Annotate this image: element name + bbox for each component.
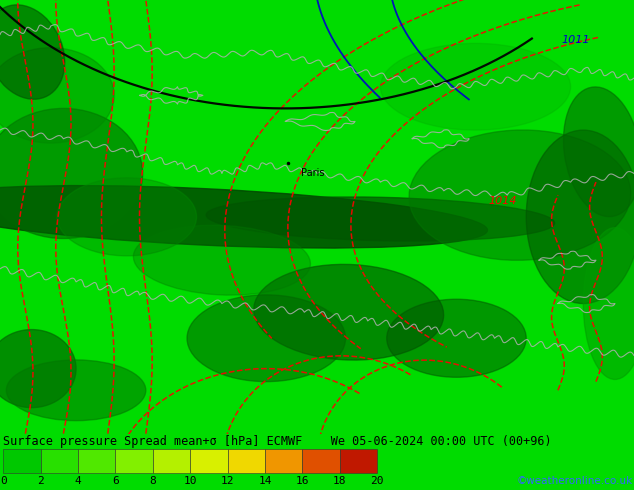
Text: 2: 2 [37,476,44,486]
Ellipse shape [133,225,311,295]
Ellipse shape [387,299,526,377]
Text: 1011: 1011 [561,35,590,46]
FancyBboxPatch shape [41,449,78,473]
Text: 12: 12 [221,476,235,486]
Text: 20: 20 [370,476,384,486]
Text: 1014: 1014 [488,196,517,206]
Text: 4: 4 [75,476,81,486]
Text: ©weatheronline.co.uk: ©weatheronline.co.uk [517,476,633,486]
FancyBboxPatch shape [302,449,340,473]
Text: 14: 14 [258,476,272,486]
FancyBboxPatch shape [340,449,377,473]
Ellipse shape [380,43,571,130]
Ellipse shape [0,48,114,143]
Ellipse shape [187,295,346,382]
FancyBboxPatch shape [115,449,153,473]
Ellipse shape [57,178,197,256]
Ellipse shape [526,130,634,304]
FancyBboxPatch shape [190,449,228,473]
Text: 16: 16 [295,476,309,486]
Ellipse shape [564,87,634,217]
Text: 0: 0 [0,476,6,486]
FancyBboxPatch shape [3,449,41,473]
FancyBboxPatch shape [228,449,265,473]
Ellipse shape [0,108,143,239]
Ellipse shape [254,265,444,360]
Ellipse shape [0,330,76,408]
Text: 18: 18 [333,476,347,486]
Ellipse shape [0,5,65,99]
FancyBboxPatch shape [78,449,115,473]
Ellipse shape [206,197,555,241]
Text: Surface pressure Spread mean+σ [hPa] ECMWF    We 05-06-2024 00:00 UTC (00+96): Surface pressure Spread mean+σ [hPa] ECM… [3,435,552,448]
Ellipse shape [583,228,634,379]
Text: Paris: Paris [301,168,325,178]
Text: 6: 6 [112,476,119,486]
Ellipse shape [0,186,488,248]
Text: 10: 10 [183,476,197,486]
Ellipse shape [409,130,631,260]
FancyBboxPatch shape [265,449,302,473]
FancyBboxPatch shape [153,449,190,473]
Text: 8: 8 [150,476,156,486]
Ellipse shape [6,360,146,420]
